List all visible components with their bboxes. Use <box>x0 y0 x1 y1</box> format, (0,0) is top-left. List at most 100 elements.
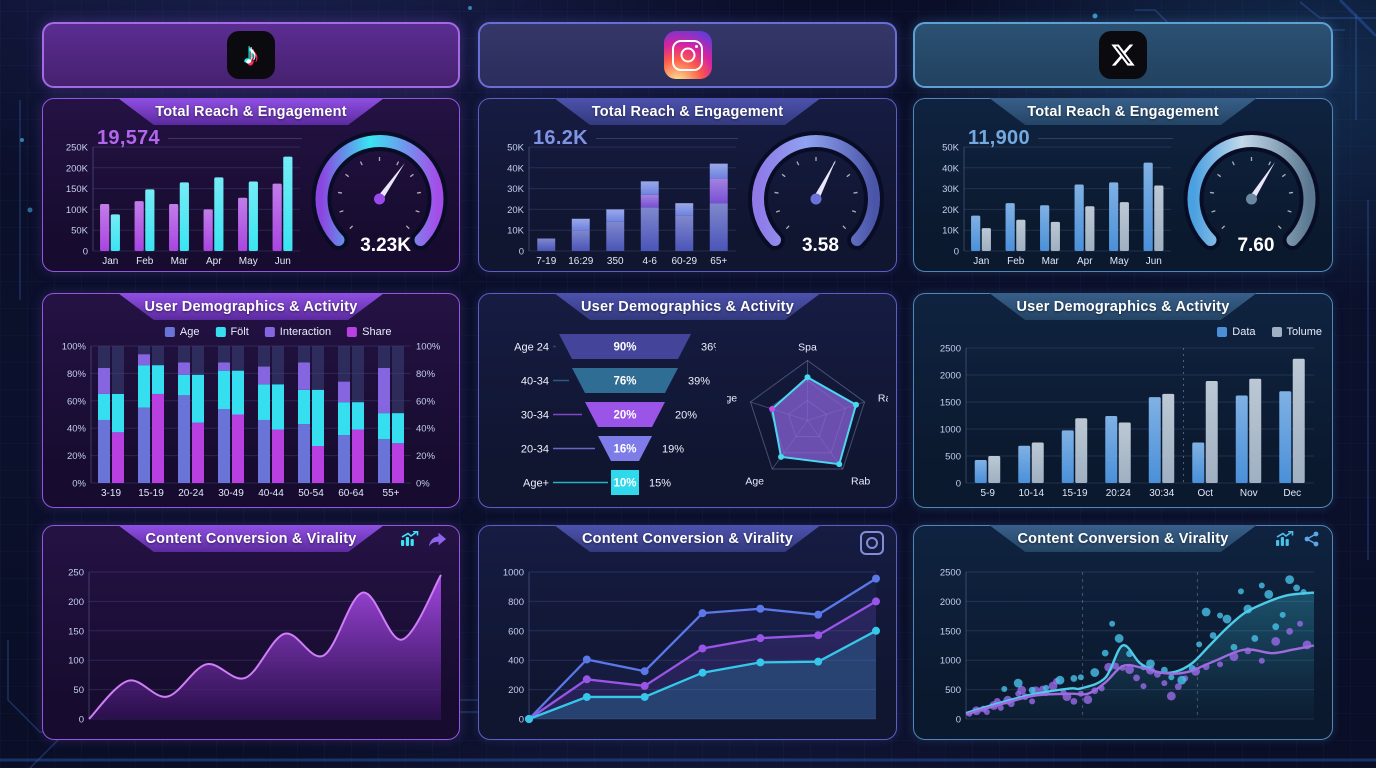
svg-text:76%: 76% <box>613 376 636 388</box>
legend-label: Age <box>179 326 200 338</box>
svg-text:55+: 55+ <box>383 488 400 499</box>
svg-text:250: 250 <box>68 568 84 579</box>
panel-title-tab: Total Reach & Engagement <box>989 98 1257 125</box>
panel-title: Total Reach & Engagement <box>591 103 784 120</box>
chart-growth-icon[interactable] <box>400 531 419 547</box>
panel-title: Total Reach & Engagement <box>1027 103 1219 120</box>
panel-title-tab: User Demographics & Activity <box>554 293 821 320</box>
svg-text:90%: 90% <box>613 342 636 354</box>
x-demographics-chart: 0 500 1000 1500 2000 2500 5-9 10-14 15-19 20:24 30… <box>922 340 1324 501</box>
x-reach-bar-chart: 11,900 0 10K 20K 30K 40K 50K Jan Feb Mar Apr May Ju… <box>922 127 1177 267</box>
svg-text:20-24: 20-24 <box>178 488 204 499</box>
svg-text:2500: 2500 <box>940 344 961 355</box>
svg-text:60-64: 60-64 <box>338 488 364 499</box>
svg-text:500: 500 <box>945 452 961 463</box>
svg-text:Spa: Spa <box>798 342 817 354</box>
svg-text:Jun: Jun <box>275 256 291 267</box>
share-arrow-icon[interactable] <box>428 532 447 547</box>
reach-headline: 16.2K <box>533 127 738 150</box>
svg-text:600: 600 <box>508 626 524 637</box>
chart-growth-icon[interactable] <box>1275 531 1294 547</box>
tiktok-conversion-panel: Content Conversion & Virality 0 50 100 150 2… <box>42 525 460 740</box>
svg-text:1500: 1500 <box>940 398 961 409</box>
svg-text:50K: 50K <box>942 143 960 154</box>
panel-title-tab: Content Conversion & Virality <box>554 525 821 552</box>
svg-text:50K: 50K <box>507 143 525 154</box>
svg-text:30:34: 30:34 <box>1149 488 1174 499</box>
svg-text:250K: 250K <box>66 143 89 154</box>
x-header-card[interactable] <box>913 22 1333 88</box>
svg-text:20%: 20% <box>67 451 87 462</box>
svg-text:0: 0 <box>956 479 961 490</box>
instagram-reach-bar-chart: 16.2K 0 10K 20K 30K 40K 50K 7-19 16:29 350 4-6 60-… <box>487 127 742 267</box>
legend-label: Tolume <box>1286 326 1322 338</box>
x-conversion-panel: Content Conversion & Virality 0 500 1000 15… <box>913 525 1333 740</box>
panel-title: User Demographics & Activity <box>581 298 794 315</box>
svg-text:20K: 20K <box>942 205 960 216</box>
instagram-conversion-line-chart: 0 200 400 600 800 1000 <box>487 560 888 733</box>
panel-title: Content Conversion & Virality <box>1017 530 1229 547</box>
instagram-logo-icon <box>663 31 712 79</box>
svg-text:Dec: Dec <box>1283 488 1301 499</box>
svg-text:100%: 100% <box>62 342 87 353</box>
svg-text:50-54: 50-54 <box>298 488 324 499</box>
legend-label: Fölt <box>230 326 249 338</box>
reach-headline: 11,900 <box>968 127 1173 150</box>
legend-item: Age <box>164 326 200 338</box>
svg-text:20%: 20% <box>416 451 436 462</box>
reach-value: 16.2K <box>533 127 588 149</box>
instagram-reach-panel: Total Reach & Engagement 16.2K 0 10K 20K 30… <box>478 98 897 272</box>
svg-text:15%: 15% <box>649 478 671 490</box>
svg-text:350: 350 <box>607 256 624 267</box>
svg-text:Jun: Jun <box>1146 256 1162 267</box>
instagram-engagement-gauge: 3.58 <box>742 127 890 267</box>
svg-text:16%: 16% <box>613 444 636 456</box>
svg-text:1500: 1500 <box>940 626 961 637</box>
reach-value: 11,900 <box>968 127 1030 149</box>
gauge-value: 3.23K <box>360 235 411 256</box>
x-logo-icon <box>1099 31 1147 79</box>
svg-text:Feb: Feb <box>1007 256 1025 267</box>
svg-text:Age 24: Age 24 <box>514 342 549 354</box>
svg-text:0: 0 <box>83 247 88 258</box>
legend-swatch <box>164 327 175 337</box>
svg-text:Mar: Mar <box>171 256 189 267</box>
instagram-conversion-panel: Content Conversion & Virality 0 200 400 600… <box>478 525 897 740</box>
svg-text:Rab: Rab <box>851 475 870 487</box>
svg-text:1000: 1000 <box>940 425 961 436</box>
tiktok-header-card[interactable]: ♪ <box>42 22 460 88</box>
svg-text:10K: 10K <box>507 226 525 237</box>
svg-text:40K: 40K <box>507 163 525 174</box>
svg-text:0: 0 <box>79 715 84 726</box>
legend-label: Share <box>362 326 392 338</box>
instagram-icon[interactable] <box>860 531 884 555</box>
svg-text:400: 400 <box>508 656 524 667</box>
svg-text:1000: 1000 <box>940 656 961 667</box>
gauge-value: 7.60 <box>1237 235 1275 256</box>
svg-text:15-19: 15-19 <box>138 488 164 499</box>
svg-text:Jan: Jan <box>973 256 989 267</box>
svg-text:30-49: 30-49 <box>218 488 244 499</box>
legend-swatch <box>347 327 358 337</box>
svg-text:Mar: Mar <box>1042 256 1060 267</box>
instagram-header-card[interactable] <box>478 22 897 88</box>
panel-title-tab: Content Conversion & Virality <box>989 525 1257 552</box>
camera-lens <box>680 47 695 63</box>
svg-text:Age+: Age+ <box>523 478 549 490</box>
svg-text:4-6: 4-6 <box>643 256 658 267</box>
svg-text:100: 100 <box>68 656 84 667</box>
legend-item: Interaction <box>264 326 331 338</box>
share-nodes-icon[interactable] <box>1303 531 1320 547</box>
svg-text:200K: 200K <box>66 163 89 174</box>
svg-text:0%: 0% <box>72 479 86 490</box>
panel-title-tab: User Demographics & Activity <box>989 293 1257 320</box>
svg-text:60-29: 60-29 <box>671 256 697 267</box>
svg-text:Apr: Apr <box>1077 256 1093 267</box>
svg-text:60%: 60% <box>67 396 87 407</box>
music-note-glyph: ♪ <box>243 38 259 71</box>
tiktok-conversion-area-chart: 0 50 100 150 200 250 <box>51 560 451 733</box>
x-demo-legend: Data Tolume <box>1217 326 1322 338</box>
svg-text:30K: 30K <box>942 184 960 195</box>
x-reach-panel: Total Reach & Engagement 11,900 0 10K 20K 3… <box>913 98 1333 272</box>
